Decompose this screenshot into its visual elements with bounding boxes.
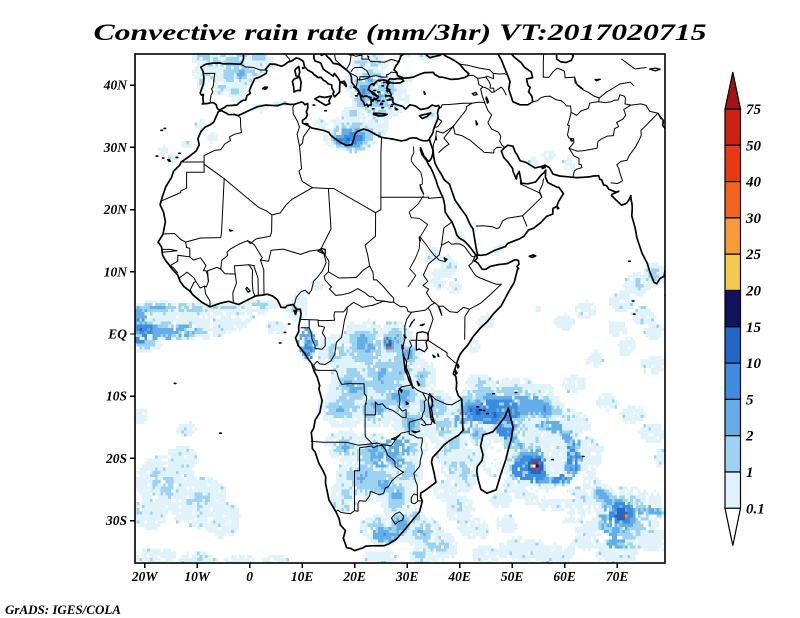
svg-text:20E: 20E <box>342 569 366 584</box>
svg-text:0.1: 0.1 <box>746 501 765 517</box>
svg-text:20W: 20W <box>131 569 159 584</box>
svg-text:20S: 20S <box>105 451 127 466</box>
svg-text:50E: 50E <box>501 569 524 584</box>
svg-text:EQ: EQ <box>107 327 127 342</box>
svg-text:15: 15 <box>746 320 762 336</box>
svg-text:2: 2 <box>745 429 754 445</box>
svg-text:50: 50 <box>746 138 762 154</box>
svg-text:0: 0 <box>246 569 253 584</box>
svg-text:10E: 10E <box>291 569 314 584</box>
svg-text:30: 30 <box>745 211 762 227</box>
svg-text:60E: 60E <box>553 569 576 584</box>
svg-text:10: 10 <box>746 356 762 372</box>
svg-text:25: 25 <box>745 247 762 263</box>
svg-text:40N: 40N <box>103 78 129 93</box>
svg-text:10N: 10N <box>104 264 129 279</box>
svg-text:70E: 70E <box>606 569 629 584</box>
svg-text:20N: 20N <box>103 202 129 217</box>
svg-text:10S: 10S <box>106 389 127 404</box>
svg-text:30N: 30N <box>103 140 129 155</box>
svg-text:30S: 30S <box>105 513 127 528</box>
svg-text:75: 75 <box>746 102 762 118</box>
svg-text:1: 1 <box>746 465 754 481</box>
svg-text:5: 5 <box>746 392 754 408</box>
svg-text:10W: 10W <box>184 569 211 584</box>
svg-text:30E: 30E <box>395 569 419 584</box>
svg-text:20: 20 <box>745 284 762 300</box>
svg-text:40E: 40E <box>447 569 471 584</box>
svg-text:40: 40 <box>745 175 762 191</box>
